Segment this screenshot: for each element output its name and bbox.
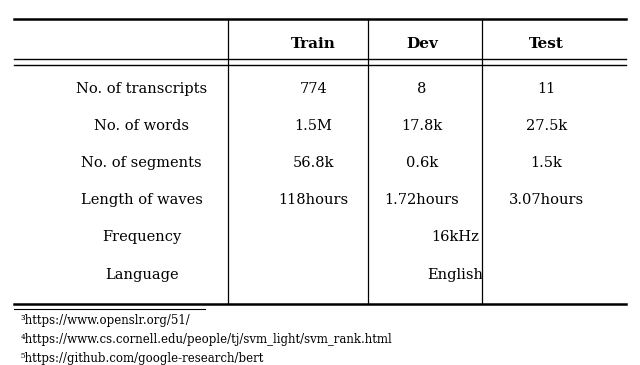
Text: 27.5k: 27.5k [525, 119, 567, 133]
Text: No. of transcripts: No. of transcripts [76, 82, 207, 96]
Text: ⁵https://github.com/google-research/bert: ⁵https://github.com/google-research/bert [20, 352, 264, 365]
Text: 774: 774 [300, 82, 328, 96]
Text: ³https://www.openslr.org/51/: ³https://www.openslr.org/51/ [20, 314, 190, 327]
Text: 118hours: 118hours [278, 193, 349, 207]
Text: 11: 11 [537, 82, 556, 96]
Text: 16kHz: 16kHz [431, 230, 479, 245]
Text: 1.5k: 1.5k [531, 156, 562, 170]
Text: Length of waves: Length of waves [81, 193, 202, 207]
Text: ⁴https://www.cs.cornell.edu/people/tj/svm_light/svm_rank.html: ⁴https://www.cs.cornell.edu/people/tj/sv… [20, 333, 392, 346]
Text: 17.8k: 17.8k [401, 119, 443, 133]
Text: 3.07hours: 3.07hours [509, 193, 584, 207]
Text: English: English [428, 268, 483, 281]
Text: Frequency: Frequency [102, 230, 181, 245]
Text: 1.5M: 1.5M [294, 119, 333, 133]
Text: 56.8k: 56.8k [293, 156, 334, 170]
Text: Dev: Dev [406, 37, 438, 51]
Text: Train: Train [291, 37, 336, 51]
Text: 0.6k: 0.6k [406, 156, 438, 170]
Text: No. of words: No. of words [94, 119, 189, 133]
Text: Language: Language [105, 268, 179, 281]
Text: No. of segments: No. of segments [81, 156, 202, 170]
Text: Test: Test [529, 37, 564, 51]
Text: 8: 8 [417, 82, 427, 96]
Text: 1.72hours: 1.72hours [385, 193, 460, 207]
